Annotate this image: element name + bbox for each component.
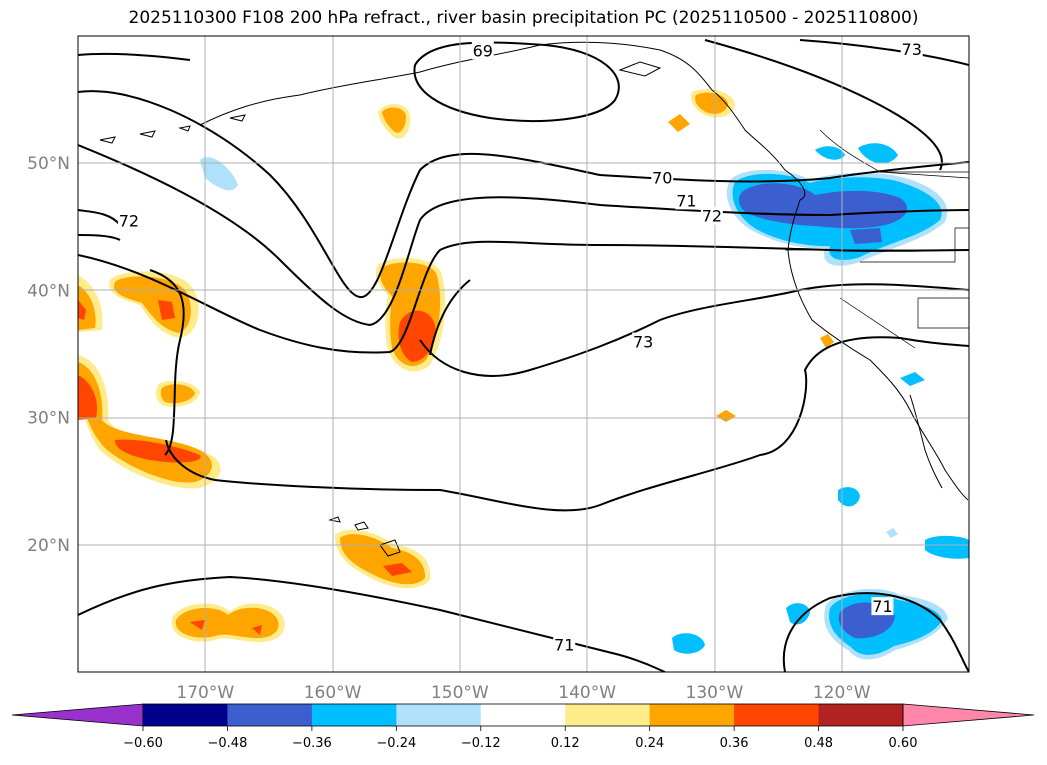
- contour-label: 71: [554, 635, 574, 654]
- refractivity-contours: [78, 39, 969, 672]
- colorbar-segment: [649, 704, 735, 726]
- colorbar-tick-label: 0.48: [804, 736, 833, 751]
- lat-tick-label: 50°N: [27, 154, 70, 174]
- colorbar-tick-labels: −0.60 −0.48 −0.36 −0.24 −0.12 0.12 0.24 0.36 0.4…: [123, 726, 917, 751]
- colorbar-segment: [227, 704, 313, 726]
- coastlines: [99, 41, 969, 557]
- colorbar-segment: [311, 704, 397, 726]
- contour-label-background: [632, 332, 655, 351]
- contour-label-background: [871, 597, 894, 616]
- colorbar-tick-label: −0.60: [123, 736, 163, 751]
- contour-label: 71: [872, 597, 892, 616]
- contour-label-background: [471, 41, 494, 60]
- colorbar-tick-label: −0.12: [461, 736, 501, 751]
- colorbar-segment: [734, 704, 820, 726]
- longitude-tick-labels: 170°W 160°W 150°W 140°W 130°W 120°W: [176, 683, 870, 703]
- colorbar-segment: [565, 704, 651, 726]
- colorbar-tick-label: −0.24: [376, 736, 416, 751]
- precip-positive-fields: [78, 89, 834, 642]
- colorbar-extend-high: [902, 703, 1035, 727]
- lat-tick-label: 20°N: [27, 536, 70, 556]
- contour-label: 71: [676, 191, 696, 210]
- lon-tick-label: 140°W: [558, 683, 616, 703]
- lat-tick-label: 30°N: [27, 409, 70, 429]
- contour-label: 73: [902, 40, 922, 59]
- colorbar-segment: [143, 704, 228, 726]
- latitude-tick-labels: 50°N 40°N 30°N 20°N: [27, 154, 70, 556]
- lon-tick-label: 130°W: [686, 683, 744, 703]
- contour-label-background: [675, 191, 698, 210]
- contour-label: 70: [652, 168, 672, 187]
- colorbar-tick-label: 0.60: [889, 736, 918, 751]
- colorbar-segment: [818, 704, 904, 726]
- contour-label: 72: [702, 207, 722, 226]
- colorbar-tick-label: 0.24: [635, 736, 664, 751]
- colorbar-tick-label: −0.48: [208, 736, 248, 751]
- colorbar-segment: [396, 704, 482, 726]
- contour-label-background: [700, 206, 723, 225]
- contour-label-background: [900, 39, 923, 58]
- lon-tick-label: 160°W: [304, 683, 362, 703]
- map-title: 2025110300 F108 200 hPa refract., river …: [128, 8, 919, 28]
- lon-tick-label: 120°W: [813, 683, 871, 703]
- contour-label: 72: [119, 212, 139, 231]
- colorbar-tick-label: 0.36: [720, 736, 749, 751]
- map-gridlines: [78, 36, 969, 672]
- lon-tick-label: 150°W: [431, 683, 489, 703]
- contour-label-background: [651, 168, 674, 187]
- colorbar: −0.60 −0.48 −0.36 −0.24 −0.12 0.12 0.24 0.36 0.4…: [11, 703, 1035, 751]
- lat-tick-label: 40°N: [27, 281, 70, 301]
- colorbar-segments: [11, 703, 1035, 727]
- colorbar-tick-label: −0.36: [292, 736, 332, 751]
- colorbar-outline: [142, 703, 904, 727]
- precip-negative-fields: [200, 143, 969, 660]
- colorbar-tick-label: 0.12: [551, 736, 580, 751]
- contour-label: 69: [473, 41, 493, 60]
- map-frame: [77, 35, 970, 673]
- lon-tick-label: 170°W: [176, 683, 234, 703]
- colorbar-extend-low: [11, 703, 144, 727]
- contour-label-background: [117, 211, 140, 230]
- colorbar-segment: [480, 704, 566, 726]
- contour-label: 73: [633, 333, 653, 352]
- contour-label-background: [553, 635, 576, 654]
